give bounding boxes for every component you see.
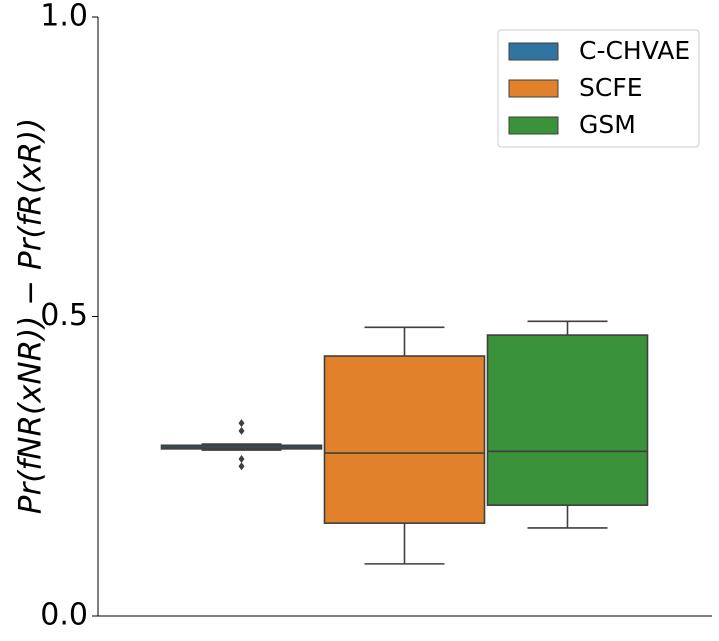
y-axis-label: Pr(fNR(xNR)) − Pr(fR(xR)) [13, 118, 49, 514]
legend-label: SCFE [579, 73, 643, 102]
legend-swatch [508, 116, 559, 135]
y-tick-label: 0.0 [40, 598, 88, 633]
outlier [238, 455, 245, 464]
legend-label: GSM [579, 110, 636, 139]
outlier [238, 419, 245, 428]
legend-swatch [508, 79, 559, 98]
box [323, 355, 486, 524]
y-tick-label: 0.5 [40, 298, 88, 333]
box [486, 334, 649, 506]
outlier [238, 426, 245, 435]
legend-label: C-CHVAE [579, 36, 690, 65]
legend-swatch [508, 42, 559, 61]
y-tick-label: 1.0 [40, 0, 88, 34]
outlier [238, 462, 245, 471]
